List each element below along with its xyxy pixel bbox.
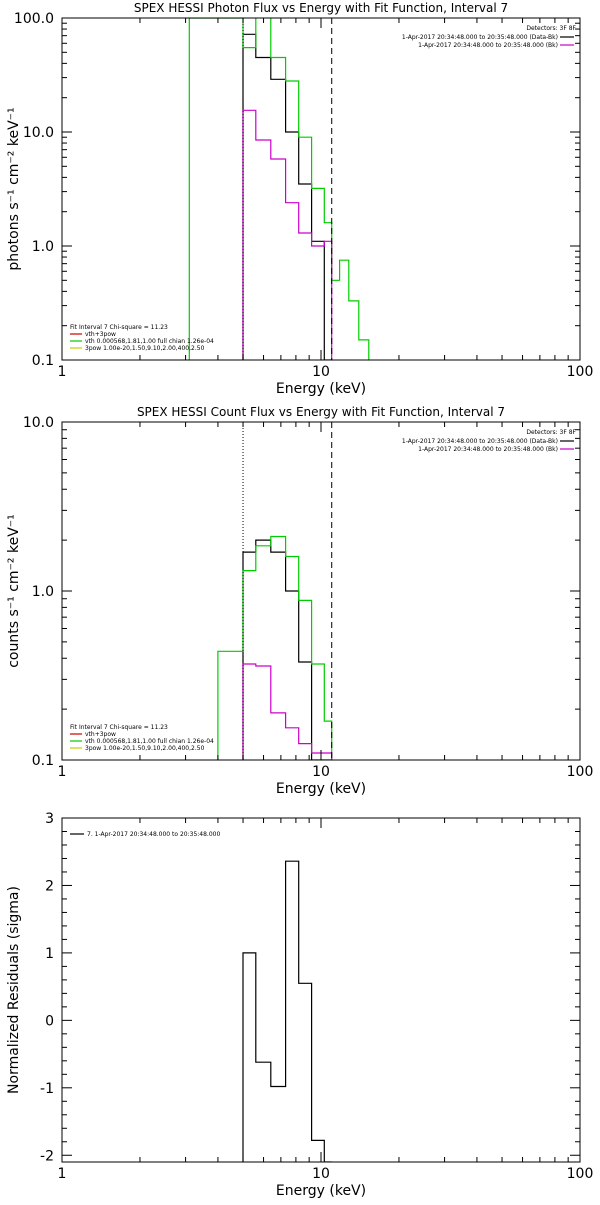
legend-left-entry: vth+3pow — [85, 331, 116, 338]
y-tick-label: 0.1 — [32, 353, 54, 369]
y-tick-label: 0 — [45, 1013, 54, 1029]
y-axis-label: counts s⁻¹ cm⁻² keV⁻¹ — [6, 514, 22, 668]
series-line-1 — [242, 33, 332, 360]
x-tick-label: 100 — [567, 364, 594, 380]
y-tick-label: 1.0 — [32, 584, 54, 600]
series-line-1 — [242, 539, 332, 760]
legend-right-header: Detectors: 3F 8F — [526, 429, 576, 436]
legend-right-entry: 1-Apr-2017 20:34:48.000 to 20:35:48.000 … — [418, 446, 558, 453]
series-line-3 — [242, 663, 333, 760]
y-tick-label: 3 — [45, 811, 54, 827]
y-tick-label: 1 — [45, 946, 54, 962]
series-line-2 — [217, 535, 333, 760]
legend-left-entry: vth 0.000568,1.81,1.00 full chian 1.26e-… — [85, 738, 214, 745]
y-tick-label: -2 — [40, 1148, 54, 1164]
x-tick-label: 10 — [312, 1166, 330, 1182]
chart-panel-3: 1 10 100 -2 -1 0 1 2 3 Energy (keV) Normalized Res… — [6, 811, 593, 1199]
plot-frame — [61, 817, 581, 1163]
y-tick-label: 1.0 — [32, 239, 54, 255]
x-tick-label: 10 — [312, 364, 330, 380]
y-axis-label: photons s⁻¹ cm⁻² keV⁻¹ — [6, 107, 22, 270]
series-line-2 — [188, 18, 370, 360]
y-tick-label: 10.0 — [23, 415, 54, 431]
legend-right-entry: 1-Apr-2017 20:34:48.000 to 20:35:48.000 … — [402, 438, 558, 445]
legend-left-header: Fit Interval 7 Chi-square = 11.23 — [70, 724, 168, 731]
x-tick-label: 1 — [58, 1166, 67, 1182]
legend-right-header: Detectors: 3F 8F — [526, 25, 576, 32]
x-axis-label: Energy (keV) — [276, 381, 366, 397]
x-tick-label: 1 — [58, 364, 67, 380]
series-group — [217, 535, 333, 760]
y-tick-label: 100.0 — [14, 11, 54, 27]
plot-frame — [61, 421, 581, 761]
legend-left-entry: 3pow 1.00e-20,1.50,9.10,2.00,400,2.50 — [85, 345, 205, 352]
chart-title: SPEX HESSI Photon Flux vs Energy with Fi… — [134, 1, 508, 15]
x-axis-label: Energy (keV) — [276, 1183, 366, 1199]
series-line-3 — [242, 109, 333, 360]
series-line-1 — [242, 860, 332, 1162]
x-tick-label: 10 — [312, 764, 330, 780]
legend-left-header: Fit Interval 7 Chi-square = 11.23 — [70, 324, 168, 331]
y-axis-label: Normalized Residuals (sigma) — [6, 886, 22, 1094]
y-tick-label: 2 — [45, 878, 54, 894]
chart-panel-1: SPEX HESSI Photon Flux vs Energy with Fi… — [6, 1, 593, 397]
x-tick-label: 1 — [58, 764, 67, 780]
y-tick-label: 0.1 — [32, 753, 54, 769]
x-axis-label: Energy (keV) — [276, 781, 366, 797]
legend-left-entry: 7. 1-Apr-2017 20:34:48.000 to 20:35:48.0… — [87, 831, 220, 838]
chart-panel-2: SPEX HESSI Count Flux vs Energy with Fit… — [6, 405, 593, 797]
y-tick-label: -1 — [40, 1081, 54, 1097]
chart-title: SPEX HESSI Count Flux vs Energy with Fit… — [137, 405, 505, 419]
legend-left-entry: 3pow 1.00e-20,1.50,9.10,2.00,400,2.50 — [85, 745, 205, 752]
legend-right-entry: 1-Apr-2017 20:34:48.000 to 20:35:48.000 … — [418, 42, 558, 49]
series-group — [188, 18, 370, 360]
legend-left-entry: vth 0.000568,1.81,1.00 full chian 1.26e-… — [85, 338, 214, 345]
series-group — [242, 860, 332, 1162]
x-tick-label: 100 — [567, 1166, 594, 1182]
legend-left-entry: vth+3pow — [85, 731, 116, 738]
x-tick-label: 100 — [567, 764, 594, 780]
y-tick-label: 10.0 — [23, 125, 54, 141]
legend-right-entry: 1-Apr-2017 20:34:48.000 to 20:35:48.000 … — [402, 34, 558, 41]
